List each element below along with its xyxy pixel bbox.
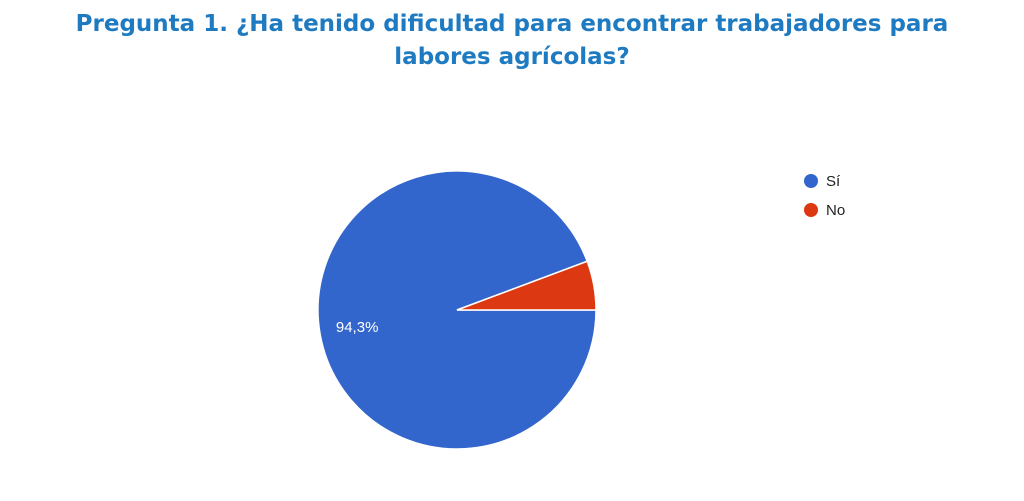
chart-title: Pregunta 1. ¿Ha tenido dificultad para e… [75, 11, 949, 70]
legend-marker [804, 174, 818, 188]
pie-slice [317, 170, 597, 450]
legend-label: No [826, 202, 845, 219]
pie-slice [456, 260, 597, 311]
legend-marker [804, 203, 818, 217]
legend-label: Sí [826, 173, 841, 190]
data-label: 94,3% [336, 319, 379, 336]
